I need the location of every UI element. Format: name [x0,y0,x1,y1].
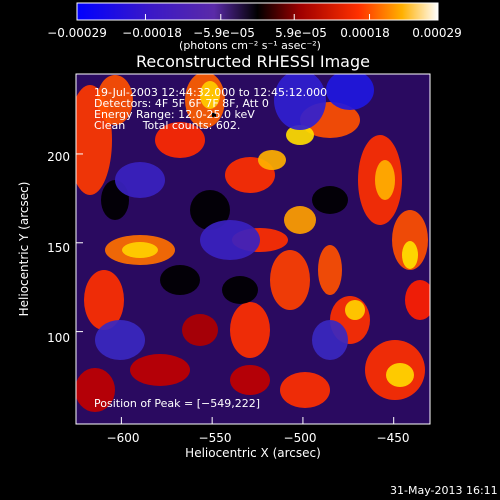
heat-blob-3 [76,368,115,412]
heat-blob-17 [318,245,342,295]
heat-blob-22 [392,210,428,270]
heat-blob-28 [286,125,314,145]
heat-blob-2 [84,270,124,330]
heat-blob-33 [312,186,348,214]
heat-blob-13 [230,302,270,358]
peak-marker [211,112,216,117]
heat-blob-11 [258,150,286,170]
cb-tick-label-2: −5.9e−05 [193,26,255,40]
annotation-peak: Position of Peak = [−549,222] [94,397,261,410]
heat-blob-6 [155,122,205,158]
heat-blob-35 [222,276,258,304]
annotation-time-range: 19-Jul-2003 12:44:32.000 to 12:45:12.000 [94,86,328,99]
cb-tick-label-1: −0.00018 [122,26,182,40]
chart-title: Reconstructed RHESSI Image [136,52,370,71]
x-axis-ticks [120,417,395,424]
heat-blob-5 [122,242,158,258]
y-axis-ticks [76,153,83,333]
heat-blob-32 [160,265,200,295]
heat-blob-30 [280,372,330,408]
heat-blob-1 [97,75,133,125]
y-tick-label-2: 200 [47,150,70,164]
heat-blob-26 [386,363,414,387]
cb-tick-label-5: 0.00029 [412,26,462,40]
heat-blob-38 [326,74,374,110]
heat-blob-40 [95,320,145,360]
heat-blob-31 [230,365,270,395]
footer-date: 31-May-2013 16:11 [390,484,498,497]
plot-frame [75,73,431,425]
colorbar-ticks [76,14,439,20]
heat-blob-29 [130,354,190,386]
y-tick-label-0: 100 [47,331,70,345]
x-tick-label-2: −500 [283,431,317,445]
heat-blob-37 [274,74,326,130]
cb-tick-label-0: −0.00029 [47,26,107,40]
heat-blob-9 [190,190,230,230]
heat-blob-8 [200,81,220,109]
annotation-detectors: Detectors: 4F 5F 6F 7F 8F, Att 0 [94,97,269,110]
heat-blob-21 [375,160,395,200]
y-axis-label: Heliocentric Y (arcsec) [17,181,31,317]
annotation-clean-counts: Clean Total counts: 602. [94,119,241,132]
colorbar [76,2,439,21]
annotation-energy-range: Energy Range: 12.0-25.0 keV [94,108,255,121]
x-tick-label-3: −450 [376,431,410,445]
heat-blob-23 [402,241,418,269]
y-tick-label-1: 150 [47,241,70,255]
cb-tick-label-4: 0.00018 [340,26,390,40]
x-tick-label-1: −550 [198,431,232,445]
heat-blob-36 [115,162,165,198]
heat-blob-39 [200,220,260,260]
heatmap-blobs [76,74,430,412]
heat-blob-16 [284,206,316,234]
colorbar-unit-label: (photons cm⁻² s⁻¹ asec⁻²) [179,39,321,52]
heat-blob-14 [182,314,218,346]
heat-blob-15 [270,250,310,310]
heat-blob-19 [345,300,365,320]
x-axis-label: Heliocentric X (arcsec) [185,446,321,460]
heat-blob-24 [405,280,430,320]
heat-blob-41 [312,320,348,360]
x-tick-label-0: −600 [106,431,140,445]
cb-tick-label-3: 5.9e−05 [275,26,327,40]
